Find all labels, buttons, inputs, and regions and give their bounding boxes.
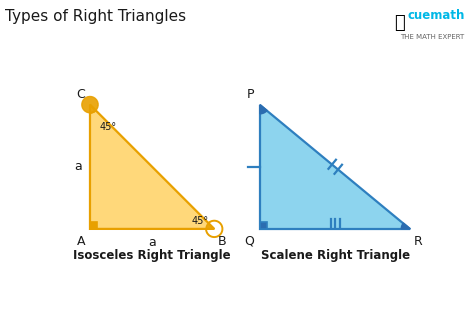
Bar [260, 222, 266, 229]
Text: B: B [218, 235, 226, 248]
Bar [90, 222, 97, 229]
Polygon shape [260, 105, 267, 114]
Text: THE MATH EXPERT: THE MATH EXPERT [400, 34, 465, 40]
Text: Q: Q [244, 235, 254, 248]
Text: A: A [77, 235, 85, 248]
Polygon shape [90, 105, 214, 229]
Text: C: C [76, 88, 85, 101]
Text: 45°: 45° [192, 216, 209, 226]
Text: 🚀: 🚀 [394, 14, 405, 32]
Polygon shape [401, 223, 410, 229]
Text: Isosceles Right Triangle: Isosceles Right Triangle [73, 249, 231, 261]
Text: a: a [74, 160, 82, 173]
Text: R: R [414, 235, 422, 248]
Text: P: P [246, 88, 254, 101]
Text: cuemath: cuemath [407, 9, 465, 22]
Text: Types of Right Triangles: Types of Right Triangles [5, 9, 186, 24]
Text: 45°: 45° [100, 122, 117, 132]
Polygon shape [260, 105, 410, 229]
Text: Scalene Right Triangle: Scalene Right Triangle [261, 249, 410, 261]
Polygon shape [82, 96, 98, 113]
Polygon shape [206, 223, 214, 229]
Text: a: a [148, 236, 156, 249]
